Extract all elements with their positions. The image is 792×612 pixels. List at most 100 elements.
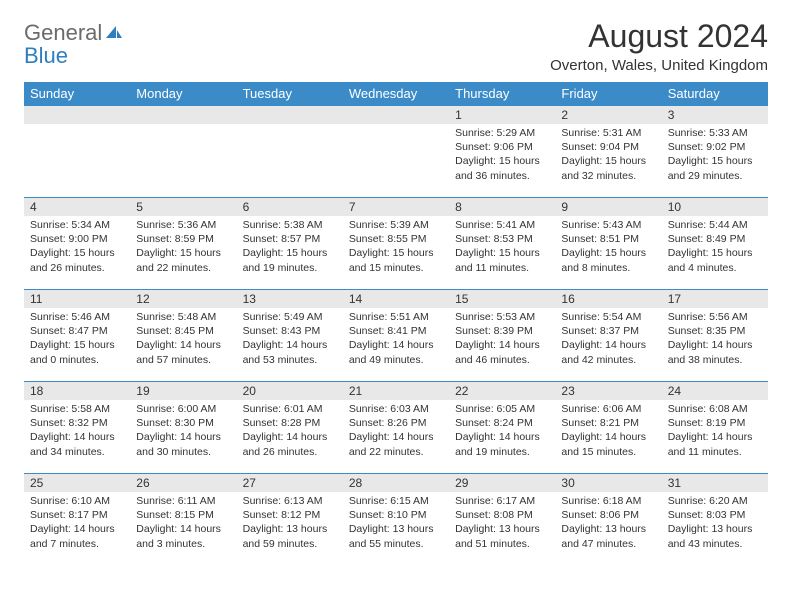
calendar-cell: 20Sunrise: 6:01 AMSunset: 8:28 PMDayligh… — [237, 382, 343, 474]
day-details: Sunrise: 5:48 AMSunset: 8:45 PMDaylight:… — [130, 308, 236, 371]
day-number: 2 — [555, 106, 661, 124]
calendar-cell: 29Sunrise: 6:17 AMSunset: 8:08 PMDayligh… — [449, 474, 555, 566]
calendar-cell: 23Sunrise: 6:06 AMSunset: 8:21 PMDayligh… — [555, 382, 661, 474]
calendar-cell: 3Sunrise: 5:33 AMSunset: 9:02 PMDaylight… — [662, 106, 768, 198]
sunset-text: Sunset: 8:49 PM — [668, 232, 762, 246]
sunset-text: Sunset: 8:30 PM — [136, 416, 230, 430]
day-details: Sunrise: 5:51 AMSunset: 8:41 PMDaylight:… — [343, 308, 449, 371]
calendar-cell: 7Sunrise: 5:39 AMSunset: 8:55 PMDaylight… — [343, 198, 449, 290]
day-header: Friday — [555, 82, 661, 106]
sunrise-text: Sunrise: 6:10 AM — [30, 494, 124, 508]
page: General Blue August 2024 Overton, Wales,… — [0, 0, 792, 584]
sunrise-text: Sunrise: 5:56 AM — [668, 310, 762, 324]
calendar-cell — [237, 106, 343, 198]
logo-text-blue: Blue — [24, 43, 68, 68]
daylight-text: Daylight: 14 hours and 15 minutes. — [561, 430, 655, 458]
day-number: 16 — [555, 290, 661, 308]
day-details: Sunrise: 6:11 AMSunset: 8:15 PMDaylight:… — [130, 492, 236, 555]
calendar-cell: 17Sunrise: 5:56 AMSunset: 8:35 PMDayligh… — [662, 290, 768, 382]
daylight-text: Daylight: 14 hours and 42 minutes. — [561, 338, 655, 366]
day-number: 11 — [24, 290, 130, 308]
day-number: 15 — [449, 290, 555, 308]
calendar-week-row: 4Sunrise: 5:34 AMSunset: 9:00 PMDaylight… — [24, 198, 768, 290]
day-header: Wednesday — [343, 82, 449, 106]
sunrise-text: Sunrise: 6:13 AM — [243, 494, 337, 508]
day-number: 26 — [130, 474, 236, 492]
daylight-text: Daylight: 14 hours and 26 minutes. — [243, 430, 337, 458]
sunset-text: Sunset: 8:15 PM — [136, 508, 230, 522]
calendar-cell: 15Sunrise: 5:53 AMSunset: 8:39 PMDayligh… — [449, 290, 555, 382]
day-details: Sunrise: 5:56 AMSunset: 8:35 PMDaylight:… — [662, 308, 768, 371]
page-subtitle: Overton, Wales, United Kingdom — [550, 57, 768, 74]
sunrise-text: Sunrise: 6:15 AM — [349, 494, 443, 508]
daylight-text: Daylight: 15 hours and 36 minutes. — [455, 154, 549, 182]
calendar-cell: 1Sunrise: 5:29 AMSunset: 9:06 PMDaylight… — [449, 106, 555, 198]
sunset-text: Sunset: 8:12 PM — [243, 508, 337, 522]
day-number: 7 — [343, 198, 449, 216]
day-details: Sunrise: 6:13 AMSunset: 8:12 PMDaylight:… — [237, 492, 343, 555]
sunrise-text: Sunrise: 6:01 AM — [243, 402, 337, 416]
sunrise-text: Sunrise: 5:46 AM — [30, 310, 124, 324]
day-number: 23 — [555, 382, 661, 400]
sunset-text: Sunset: 8:39 PM — [455, 324, 549, 338]
day-details: Sunrise: 5:38 AMSunset: 8:57 PMDaylight:… — [237, 216, 343, 279]
logo: General Blue — [24, 18, 124, 68]
calendar-cell: 8Sunrise: 5:41 AMSunset: 8:53 PMDaylight… — [449, 198, 555, 290]
title-block: August 2024 Overton, Wales, United Kingd… — [550, 18, 768, 74]
sunset-text: Sunset: 8:43 PM — [243, 324, 337, 338]
day-number: 5 — [130, 198, 236, 216]
day-details: Sunrise: 6:15 AMSunset: 8:10 PMDaylight:… — [343, 492, 449, 555]
sunset-text: Sunset: 8:35 PM — [668, 324, 762, 338]
sunrise-text: Sunrise: 5:53 AM — [455, 310, 549, 324]
daylight-text: Daylight: 15 hours and 32 minutes. — [561, 154, 655, 182]
day-details: Sunrise: 5:41 AMSunset: 8:53 PMDaylight:… — [449, 216, 555, 279]
sunrise-text: Sunrise: 6:05 AM — [455, 402, 549, 416]
day-details: Sunrise: 5:49 AMSunset: 8:43 PMDaylight:… — [237, 308, 343, 371]
sunset-text: Sunset: 8:24 PM — [455, 416, 549, 430]
daylight-text: Daylight: 14 hours and 38 minutes. — [668, 338, 762, 366]
day-details: Sunrise: 5:58 AMSunset: 8:32 PMDaylight:… — [24, 400, 130, 463]
day-details: Sunrise: 6:00 AMSunset: 8:30 PMDaylight:… — [130, 400, 236, 463]
daylight-text: Daylight: 15 hours and 0 minutes. — [30, 338, 124, 366]
calendar-cell — [24, 106, 130, 198]
day-header: Thursday — [449, 82, 555, 106]
day-details: Sunrise: 5:36 AMSunset: 8:59 PMDaylight:… — [130, 216, 236, 279]
day-details — [24, 124, 130, 130]
day-header: Monday — [130, 82, 236, 106]
day-details: Sunrise: 6:20 AMSunset: 8:03 PMDaylight:… — [662, 492, 768, 555]
sunrise-text: Sunrise: 6:11 AM — [136, 494, 230, 508]
sunrise-text: Sunrise: 6:00 AM — [136, 402, 230, 416]
calendar-cell: 9Sunrise: 5:43 AMSunset: 8:51 PMDaylight… — [555, 198, 661, 290]
logo-text-gray: General — [24, 20, 102, 45]
day-number: 14 — [343, 290, 449, 308]
sunrise-text: Sunrise: 5:31 AM — [561, 126, 655, 140]
header-row: General Blue August 2024 Overton, Wales,… — [24, 18, 768, 74]
sunrise-text: Sunrise: 5:33 AM — [668, 126, 762, 140]
sunset-text: Sunset: 8:32 PM — [30, 416, 124, 430]
day-number: 31 — [662, 474, 768, 492]
daylight-text: Daylight: 14 hours and 7 minutes. — [30, 522, 124, 550]
calendar-table: Sunday Monday Tuesday Wednesday Thursday… — [24, 82, 768, 566]
day-header-row: Sunday Monday Tuesday Wednesday Thursday… — [24, 82, 768, 106]
sunset-text: Sunset: 8:06 PM — [561, 508, 655, 522]
daylight-text: Daylight: 15 hours and 22 minutes. — [136, 246, 230, 274]
sunset-text: Sunset: 8:47 PM — [30, 324, 124, 338]
calendar-cell: 28Sunrise: 6:15 AMSunset: 8:10 PMDayligh… — [343, 474, 449, 566]
sunrise-text: Sunrise: 5:38 AM — [243, 218, 337, 232]
day-details: Sunrise: 6:03 AMSunset: 8:26 PMDaylight:… — [343, 400, 449, 463]
calendar-cell: 13Sunrise: 5:49 AMSunset: 8:43 PMDayligh… — [237, 290, 343, 382]
day-details: Sunrise: 5:34 AMSunset: 9:00 PMDaylight:… — [24, 216, 130, 279]
daylight-text: Daylight: 15 hours and 19 minutes. — [243, 246, 337, 274]
daylight-text: Daylight: 15 hours and 29 minutes. — [668, 154, 762, 182]
day-details: Sunrise: 6:10 AMSunset: 8:17 PMDaylight:… — [24, 492, 130, 555]
day-number: 22 — [449, 382, 555, 400]
day-details: Sunrise: 6:17 AMSunset: 8:08 PMDaylight:… — [449, 492, 555, 555]
sunset-text: Sunset: 8:41 PM — [349, 324, 443, 338]
day-details: Sunrise: 6:01 AMSunset: 8:28 PMDaylight:… — [237, 400, 343, 463]
sunset-text: Sunset: 8:59 PM — [136, 232, 230, 246]
day-number: 1 — [449, 106, 555, 124]
day-header: Tuesday — [237, 82, 343, 106]
calendar-cell: 27Sunrise: 6:13 AMSunset: 8:12 PMDayligh… — [237, 474, 343, 566]
calendar-cell: 4Sunrise: 5:34 AMSunset: 9:00 PMDaylight… — [24, 198, 130, 290]
calendar-cell: 22Sunrise: 6:05 AMSunset: 8:24 PMDayligh… — [449, 382, 555, 474]
